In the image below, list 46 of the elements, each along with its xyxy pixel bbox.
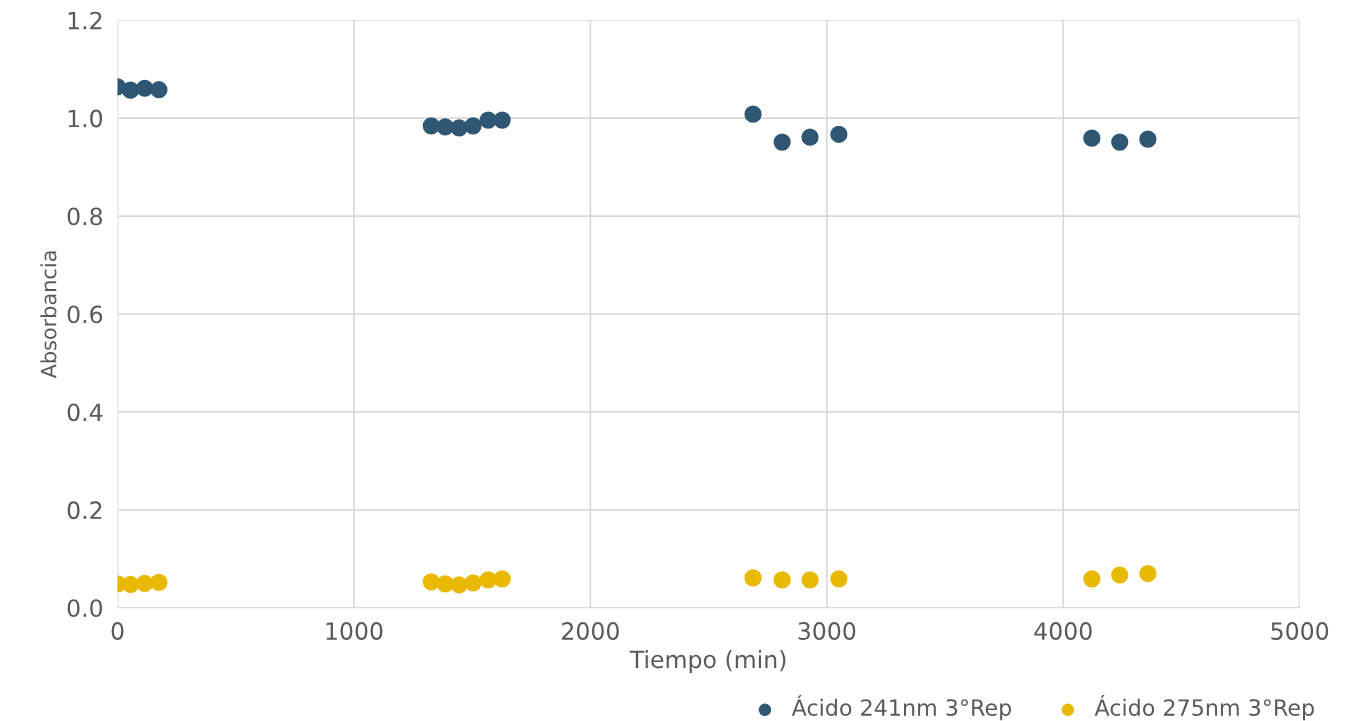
point [1139,564,1157,583]
legend-label: Ácido 241nm 3°Rep [791,695,1012,721]
point [136,79,154,97]
x-axis-title: Tiempo (min) [629,650,786,673]
y-tick-label: 0.8 [67,207,103,226]
point [450,576,468,594]
y-axis-title: Absorbancia [40,251,57,379]
point [1139,130,1157,148]
y-tick-label: 1.0 [68,109,103,128]
y-tick-label: 0.4 [67,403,103,422]
point [1083,570,1101,588]
point [773,571,791,589]
legend-label: Ácido 275nm 3°Rep [1094,695,1314,721]
point [464,117,482,135]
y-tick-label: 0.6 [67,305,103,324]
point [1111,566,1129,584]
point [150,573,168,591]
x-tick-label: 1000 [326,622,383,640]
x-tick-label: 2000 [562,622,619,640]
point [121,575,140,593]
point [436,575,454,593]
y-tick-label: 0.0 [67,599,103,618]
x-tick-label: 3000 [798,622,856,640]
point [121,81,140,99]
x-tick-label: 5000 [1271,622,1329,640]
point [744,105,762,123]
x-tick-label: 0 [111,622,124,640]
point [773,133,791,151]
point [150,81,168,99]
x-tick-label: 4000 [1034,622,1092,640]
y-tick-label: 1.2 [68,11,102,30]
point [1083,129,1101,147]
point [1111,133,1129,151]
point [422,117,440,135]
point [464,574,482,592]
point [493,111,511,129]
point [493,570,511,588]
point [744,569,762,587]
point [830,125,848,143]
y-tick-label: 0.2 [67,501,102,520]
point [801,128,819,146]
point [136,574,154,592]
point [830,570,848,588]
point [422,573,440,591]
point [801,571,819,589]
point [450,119,468,137]
